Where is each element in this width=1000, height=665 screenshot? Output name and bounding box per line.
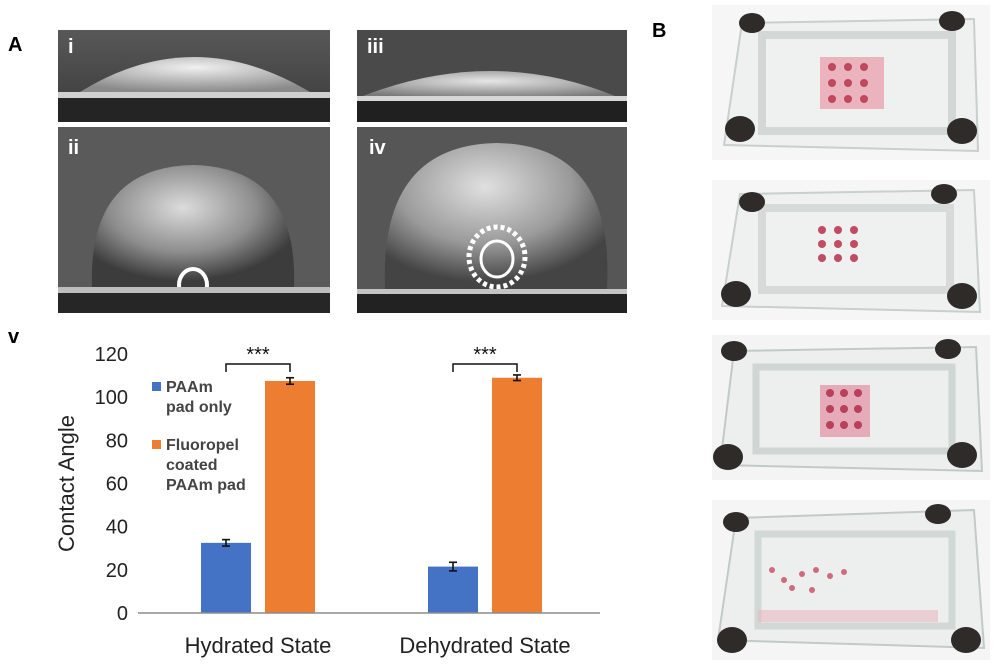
photo-a-iv: iv bbox=[357, 127, 627, 313]
drop-image bbox=[357, 30, 627, 122]
legend-swatch bbox=[152, 382, 161, 391]
significance-label: *** bbox=[473, 344, 497, 366]
y-tick-label: 100 bbox=[95, 387, 128, 409]
legend-swatch bbox=[152, 440, 161, 449]
bar-fluoropel-0 bbox=[265, 380, 315, 613]
y-tick-label: 0 bbox=[117, 603, 128, 625]
photo-a-i: i bbox=[58, 30, 330, 122]
photo-b-ii: ii bbox=[712, 180, 990, 320]
y-tick-label: 20 bbox=[106, 560, 128, 582]
photo-b-iv: iv bbox=[712, 500, 990, 660]
legend-label: pad only bbox=[166, 399, 232, 416]
legend-label: coated bbox=[166, 457, 218, 474]
photo-b-iii: iii bbox=[712, 335, 990, 480]
drop-image bbox=[357, 127, 627, 313]
legend-label: PAAm pad bbox=[166, 477, 246, 494]
bar-paam-0 bbox=[201, 542, 251, 613]
photo-a-iii: iii bbox=[357, 30, 627, 122]
significance-bracket bbox=[452, 363, 518, 372]
device-image bbox=[712, 335, 990, 480]
drop-image bbox=[58, 127, 330, 313]
photo-label: i bbox=[68, 36, 74, 58]
device-image bbox=[712, 500, 990, 660]
x-category-label: Hydrated State bbox=[185, 633, 332, 658]
contact-angle-chart: 0 20 40 60 80 100 120 Contact Angle Hydrated Sta… bbox=[54, 344, 600, 658]
legend-label: Fluoropel bbox=[166, 437, 239, 454]
y-axis-label: Contact Angle bbox=[54, 415, 79, 552]
drop-image bbox=[58, 30, 330, 122]
panel-v-label: v bbox=[8, 326, 20, 348]
panel-b-letter: B bbox=[652, 20, 667, 42]
bar-fluoropel-1 bbox=[492, 377, 542, 613]
bar-paam-1 bbox=[428, 566, 478, 613]
photo-label: ii bbox=[68, 137, 80, 159]
significance-label: *** bbox=[246, 344, 270, 366]
photo-b-i: i bbox=[712, 5, 990, 160]
device-image bbox=[712, 5, 990, 160]
photo-label: iv bbox=[369, 137, 386, 159]
photo-a-ii: ii bbox=[58, 127, 330, 313]
device-image bbox=[712, 180, 990, 320]
y-tick-label: 40 bbox=[106, 517, 128, 539]
y-tick-label: 120 bbox=[95, 344, 128, 366]
significance-bracket bbox=[225, 363, 291, 372]
y-tick-label: 80 bbox=[106, 430, 128, 452]
photo-label: iii bbox=[367, 36, 384, 58]
legend-label: PAAm bbox=[166, 379, 213, 396]
y-tick-label: 60 bbox=[106, 474, 128, 496]
panel-a-letter: A bbox=[8, 34, 23, 56]
x-category-label: Dehydrated State bbox=[399, 633, 570, 658]
